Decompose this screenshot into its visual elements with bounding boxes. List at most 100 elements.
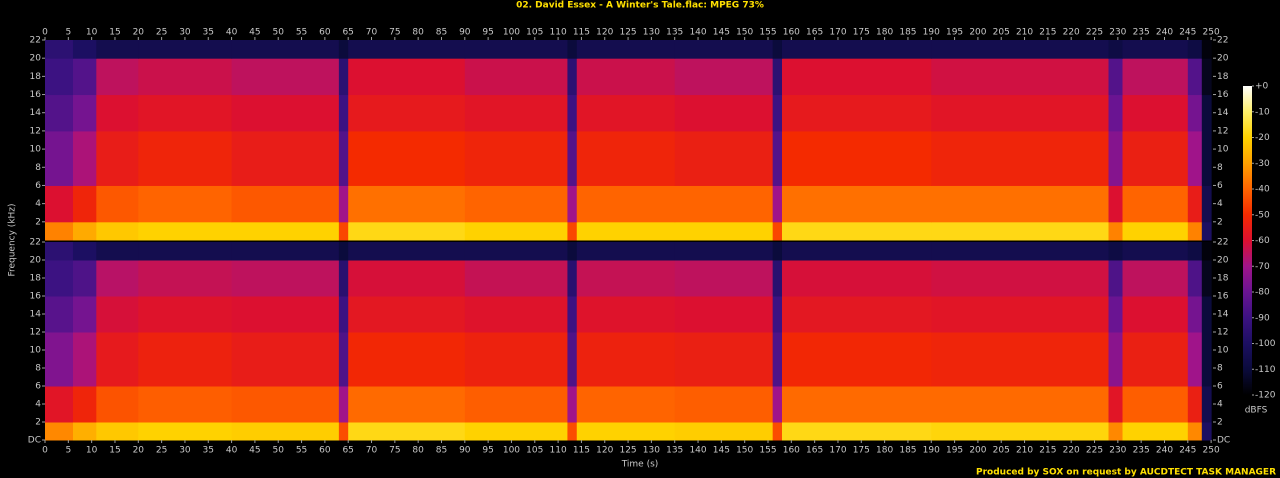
x-tick-label: 30 xyxy=(179,446,191,456)
x-tick-label: 130 xyxy=(643,28,660,38)
y-tick-label: 12 xyxy=(1217,328,1228,338)
y-tick-label: 18 xyxy=(1217,274,1229,284)
heat-cell xyxy=(96,221,139,241)
x-tick-label: 145 xyxy=(713,28,730,38)
y-tick-label: 8 xyxy=(1217,364,1223,374)
heat-cell xyxy=(1187,296,1203,333)
chart-title: 02. David Essex - A Winter's Tale.flac: … xyxy=(516,1,764,11)
heat-cell xyxy=(576,40,676,59)
heat-cell xyxy=(576,422,676,441)
heat-cell xyxy=(464,185,568,223)
x-tick-label: 20 xyxy=(133,28,145,38)
y-tick-label: 18 xyxy=(1217,72,1229,82)
heat-cell xyxy=(1108,94,1124,132)
heat-cell xyxy=(674,58,774,96)
x-tick-label: 70 xyxy=(366,446,378,456)
x-tick-label: 200 xyxy=(969,446,986,456)
y-tick-label: 12 xyxy=(30,126,41,136)
x-tick-label: 185 xyxy=(899,28,916,38)
heat-cell xyxy=(1122,422,1189,441)
x-tick-label: 15 xyxy=(109,28,120,38)
x-tick-label: 40 xyxy=(226,28,238,38)
y-tick-label: 10 xyxy=(1217,145,1229,155)
heat-cell xyxy=(338,260,349,297)
heat-cell xyxy=(72,386,97,423)
heat-cell xyxy=(1108,185,1124,223)
y-tick-label: 20 xyxy=(1217,256,1229,266)
heat-cell xyxy=(781,58,932,96)
x-tick-label: 170 xyxy=(829,28,846,38)
heat-cell xyxy=(931,94,1110,132)
heat-cell xyxy=(781,221,932,241)
x-tick-label: 90 xyxy=(459,446,471,456)
heat-cell xyxy=(1187,242,1203,261)
heat-cell xyxy=(348,185,466,223)
x-tick-label: 250 xyxy=(1203,446,1220,456)
heat-cell xyxy=(781,40,932,59)
heat-cell xyxy=(72,242,97,261)
heat-cell xyxy=(138,332,233,387)
y-tick-label: 12 xyxy=(30,328,41,338)
heat-cell xyxy=(772,260,783,297)
heat-cell xyxy=(576,296,676,333)
heat-cell xyxy=(576,58,676,96)
heat-cell xyxy=(674,332,774,387)
heat-cell xyxy=(1122,221,1189,241)
y-tick-label: 16 xyxy=(30,90,42,100)
x-tick-label: 215 xyxy=(1039,446,1056,456)
heat-cell xyxy=(138,40,233,59)
heat-cell xyxy=(772,221,783,241)
heat-cell xyxy=(348,422,466,441)
y-tick-label: 14 xyxy=(1217,108,1229,118)
x-axis-label: Time (s) xyxy=(621,460,659,470)
heat-cell xyxy=(138,386,233,423)
x-tick-label: 55 xyxy=(296,446,307,456)
x-tick-label: 180 xyxy=(876,446,893,456)
x-tick-label: 235 xyxy=(1133,446,1150,456)
heat-cell xyxy=(674,296,774,333)
heat-cell xyxy=(1201,242,1212,261)
heat-cell xyxy=(567,40,578,59)
heat-cell xyxy=(96,40,139,59)
x-tick-label: 130 xyxy=(643,446,660,456)
heat-cell xyxy=(72,422,97,441)
heat-cell xyxy=(781,260,932,297)
x-tick-label: 200 xyxy=(969,28,986,38)
x-tick-label: 250 xyxy=(1203,28,1220,38)
heat-cell xyxy=(1108,332,1124,387)
y-tick-label: 8 xyxy=(35,364,41,374)
heat-cell xyxy=(576,94,676,132)
heat-cell xyxy=(72,94,97,132)
y-tick-label: 4 xyxy=(35,199,41,209)
heat-cell xyxy=(45,422,74,441)
heat-cell xyxy=(72,40,97,59)
x-tick-label: 150 xyxy=(736,28,753,38)
x-tick-label: 45 xyxy=(249,28,260,38)
y-tick-label: 16 xyxy=(1217,292,1229,302)
heat-cell xyxy=(1108,242,1124,261)
heat-cell xyxy=(45,221,74,241)
heat-cell xyxy=(72,58,97,96)
colorbar-tick-label: -70 xyxy=(1255,262,1270,272)
heat-cell xyxy=(338,386,349,423)
heat-cell xyxy=(1122,386,1189,423)
x-tick-label: 160 xyxy=(783,28,800,38)
x-tick-label: 35 xyxy=(203,28,214,38)
x-tick-label: 235 xyxy=(1133,28,1150,38)
colorbar-tick-label: -10 xyxy=(1255,107,1270,117)
heat-cell xyxy=(338,58,349,96)
y-tick-label: 10 xyxy=(1217,346,1229,356)
heat-cell xyxy=(96,260,139,297)
x-tick-label: 25 xyxy=(156,28,167,38)
heat-cell xyxy=(772,130,783,186)
colorbar-tick-label: -40 xyxy=(1255,185,1270,195)
colorbar-tick-label: -90 xyxy=(1255,313,1270,323)
heat-cell xyxy=(1122,40,1189,59)
heat-cell xyxy=(45,130,74,186)
heat-cell xyxy=(138,422,233,441)
channel xyxy=(45,242,1212,441)
heat-cell xyxy=(567,221,578,241)
heat-cell xyxy=(464,130,568,186)
y-tick-label: 6 xyxy=(1217,382,1223,392)
